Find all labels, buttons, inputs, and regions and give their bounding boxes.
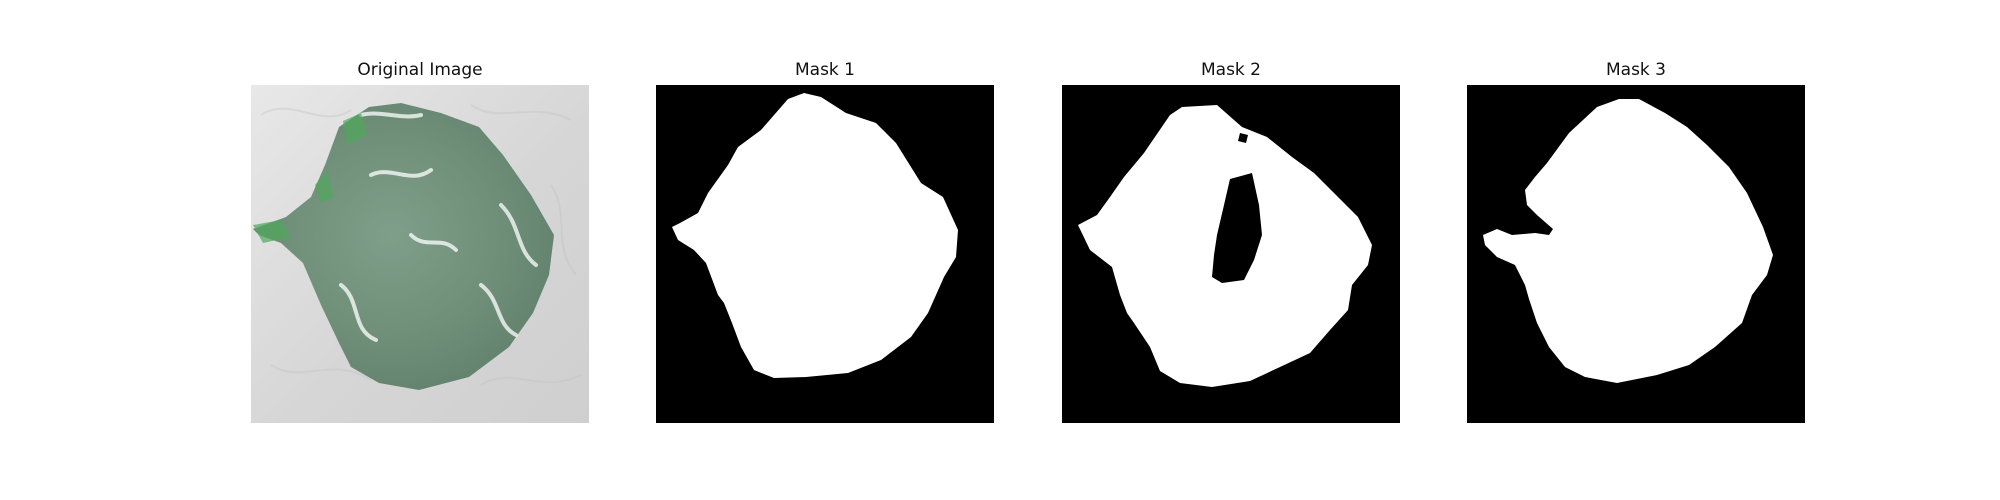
panel-title-mask-1: Mask 1 (794, 60, 855, 80)
panel-title-mask-3: Mask 3 (1605, 60, 1666, 80)
mask-3-notch (1509, 219, 1519, 233)
mask-1-region (672, 93, 958, 378)
panel-title-mask-2: Mask 2 (1200, 60, 1261, 80)
lesion (253, 103, 554, 390)
mask-1-image (656, 85, 994, 423)
skin-texture (260, 104, 582, 386)
mask-3-image (1467, 85, 1805, 423)
original-image (251, 85, 589, 423)
mask-3-region (1483, 99, 1773, 383)
mask-1-svg (656, 85, 994, 423)
panel-original-image: Original Image (251, 58, 589, 423)
mask-2-region (1078, 105, 1372, 387)
lesion-highlights (339, 111, 538, 342)
panel-mask-1: Mask 1 (656, 58, 994, 423)
mask-2-svg (1062, 85, 1400, 423)
mask-2-top-notch (1238, 133, 1248, 143)
lesion-green-edges (253, 113, 367, 243)
panel-title-original-image: Original Image (357, 60, 483, 80)
panel-mask-2: Mask 2 (1062, 58, 1400, 423)
mask-3-svg (1467, 85, 1805, 423)
mask-2-image (1062, 85, 1400, 423)
panel-mask-3: Mask 3 (1467, 58, 1805, 423)
original-image-svg (251, 85, 589, 423)
